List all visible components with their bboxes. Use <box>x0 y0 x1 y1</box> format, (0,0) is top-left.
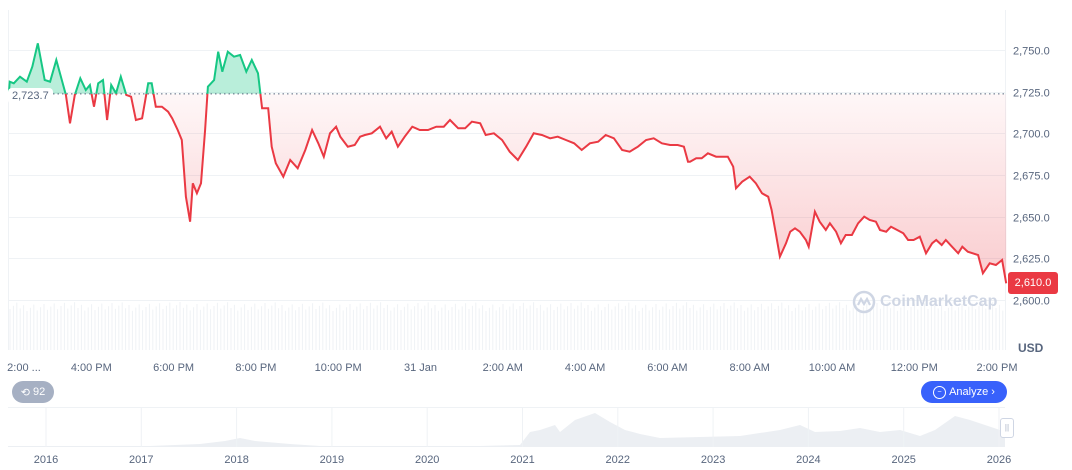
x-tick-label: 4:00 PM <box>71 362 112 374</box>
x-tick-label: 2:00 ... <box>7 362 41 374</box>
current-price-tag: 2,610.0 <box>1008 272 1058 294</box>
x-tick-label: 31 Jan <box>404 362 437 374</box>
x-tick-label: 12:00 PM <box>891 362 938 374</box>
coinmarketcap-watermark: CoinMarketCap <box>852 290 997 314</box>
x-tick-label: 8:00 PM <box>235 362 276 374</box>
y-tick-label: 2,600.0 <box>1013 296 1050 308</box>
y-tick-label: 2,750.0 <box>1013 46 1050 58</box>
chevron-right-icon: › <box>991 386 995 398</box>
history-icon: ⟲ <box>20 386 30 399</box>
x-tick-label: 2:00 PM <box>977 362 1018 374</box>
navigator-year-label: 2023 <box>701 454 725 466</box>
navigator-year-label: 2022 <box>606 454 630 466</box>
y-tick-label: 2,725.0 <box>1013 88 1050 100</box>
currency-label: USD <box>1018 341 1044 355</box>
navigator[interactable]: 2016 2017 2018 2019 2020 2021 2022 2023 2024 2025… <box>8 407 1011 467</box>
analyze-button[interactable]: ~ Analyze › <box>921 381 1007 403</box>
area-below-baseline <box>65 93 1007 284</box>
navigator-year-label: 2021 <box>510 454 534 466</box>
history-button[interactable]: ⟲ 92 <box>12 381 54 403</box>
navigator-year-label: 2024 <box>796 454 820 466</box>
analyze-label: Analyze <box>949 386 989 398</box>
y-tick-label: 2,675.0 <box>1013 171 1050 183</box>
navigator-year-label: 2018 <box>224 454 248 466</box>
x-tick-label: 8:00 AM <box>730 362 770 374</box>
x-tick-label: 4:00 AM <box>565 362 605 374</box>
history-count: 92 <box>32 386 46 398</box>
x-tick-label: 2:00 AM <box>483 362 523 374</box>
navigator-year-label: 2017 <box>129 454 153 466</box>
x-tick-label: 6:00 PM <box>153 362 194 374</box>
coinmarketcap-logo-icon <box>852 290 876 314</box>
y-tick-label: 2,700.0 <box>1013 129 1050 141</box>
navigator-year-label: 2025 <box>891 454 915 466</box>
volume-bars <box>9 302 1004 350</box>
watermark-text: CoinMarketCap <box>880 293 998 310</box>
price-line-up <box>8 43 262 94</box>
y-tick-label: 2,625.0 <box>1013 254 1050 266</box>
navigator-drag-handle[interactable]: || <box>1000 418 1014 438</box>
navigator-year-label: 2020 <box>415 454 439 466</box>
x-tick-label: 10:00 AM <box>809 362 855 374</box>
navigator-year-label: 2026 <box>987 454 1011 466</box>
navigator-year-label: 2019 <box>320 454 344 466</box>
navigator-area <box>8 413 1005 447</box>
baseline-price-label: 2,723.7 <box>8 88 53 104</box>
ai-analyze-icon: ~ <box>933 385 947 399</box>
navigator-year-label: 2016 <box>34 454 58 466</box>
y-tick-label: 2,650.0 <box>1013 213 1050 225</box>
x-tick-label: 6:00 AM <box>647 362 687 374</box>
x-tick-label: 10:00 PM <box>315 362 362 374</box>
